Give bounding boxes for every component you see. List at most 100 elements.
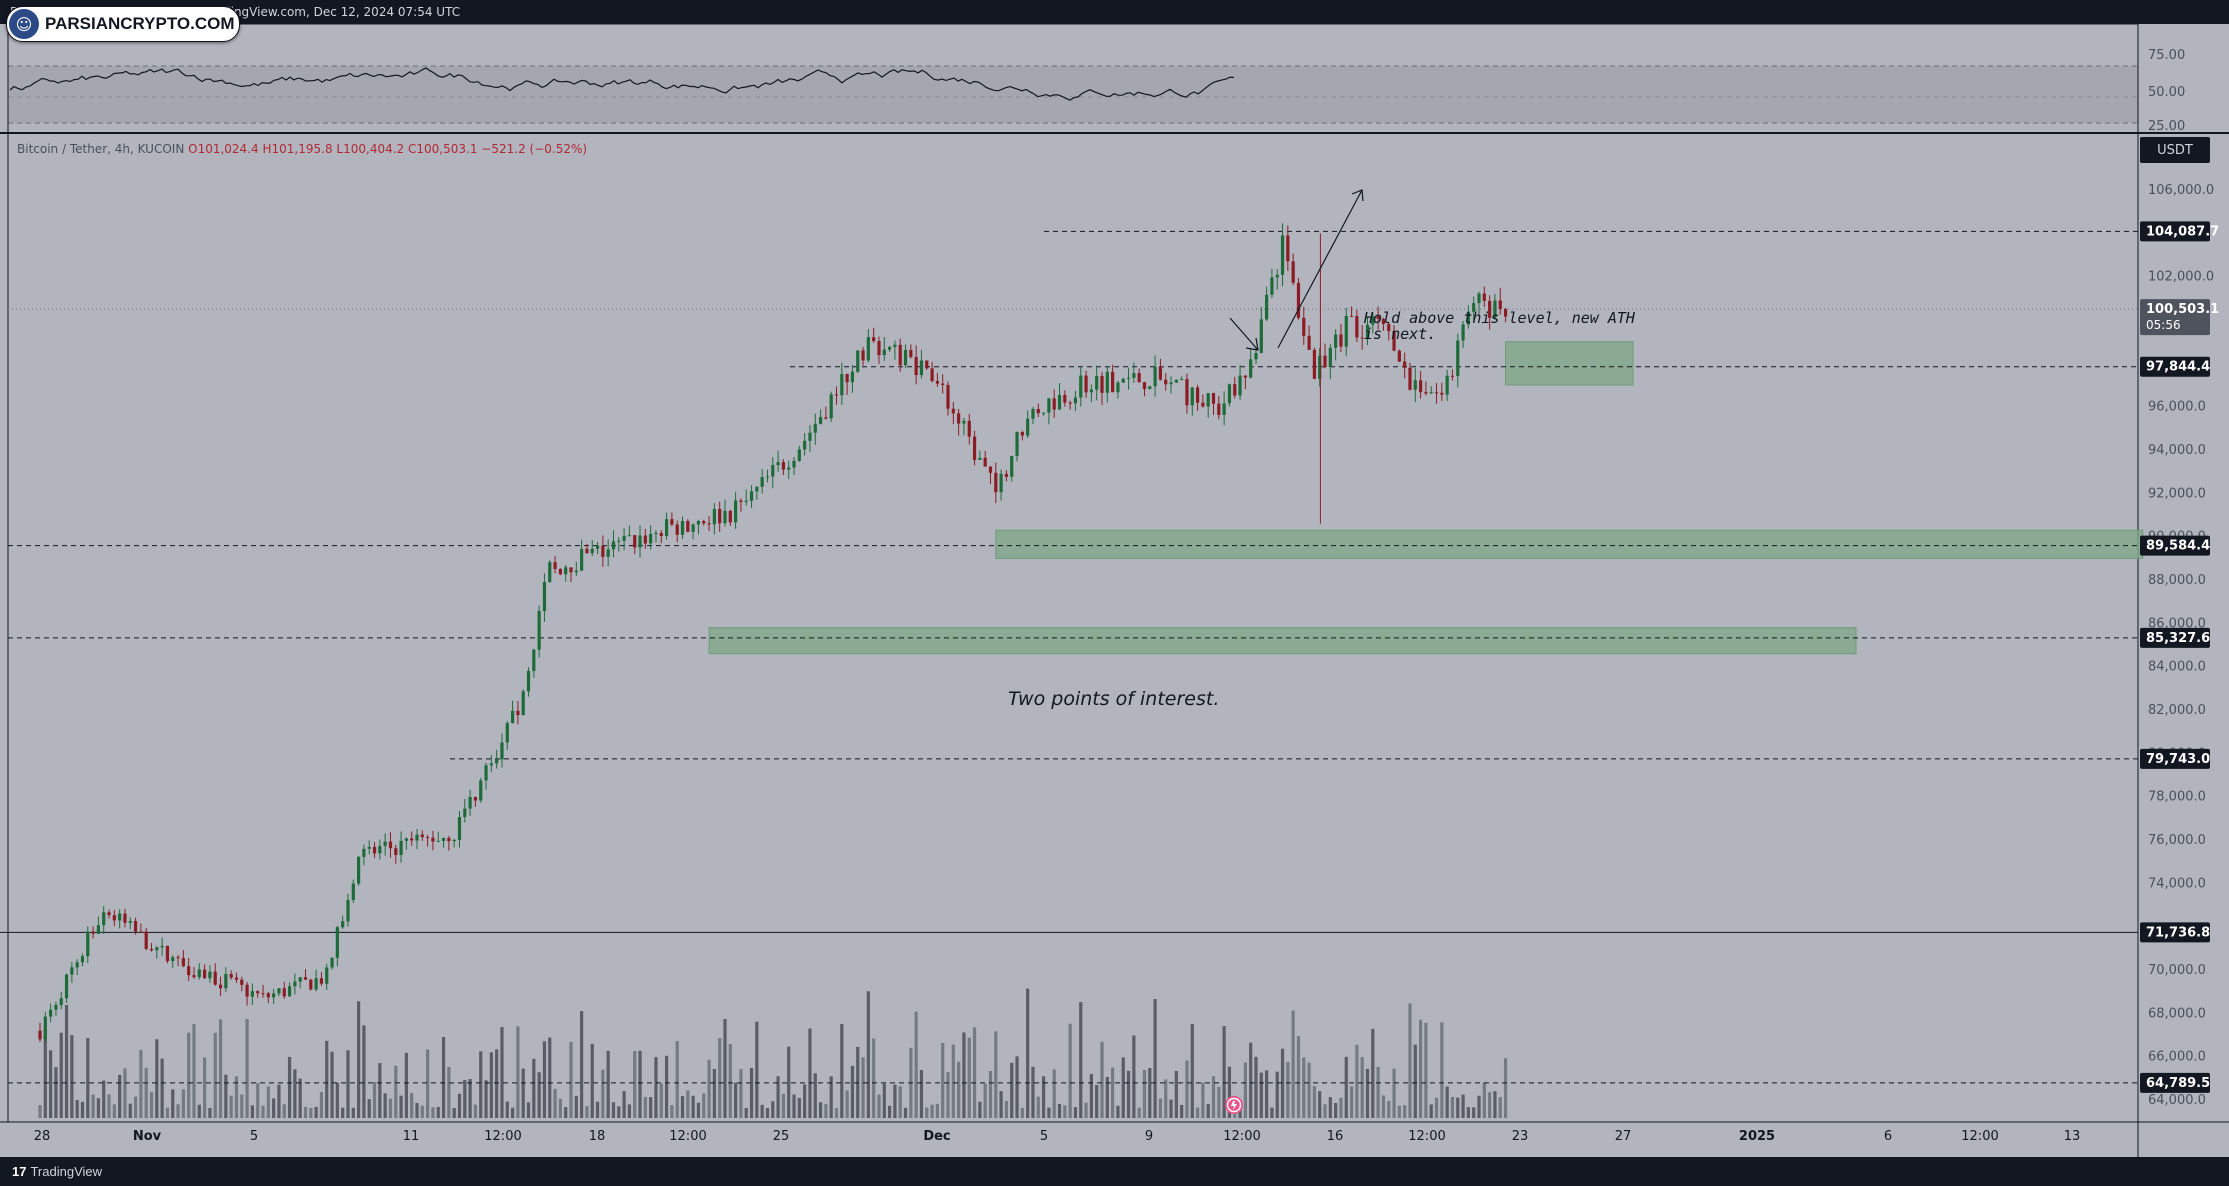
candle-body: [553, 562, 557, 569]
candle-body: [234, 977, 239, 980]
candle-body: [1249, 359, 1253, 378]
candle-body: [781, 462, 785, 470]
candle-body: [590, 548, 594, 554]
hold-annotation[interactable]: Hold above this level, new ATH is next.: [1364, 310, 1635, 342]
volume-bar: [420, 1105, 424, 1118]
volume-bar: [1121, 1057, 1125, 1118]
zone-1[interactable]: [708, 627, 1857, 655]
volume-bar: [436, 1106, 440, 1118]
candle-body: [909, 349, 913, 357]
candle-body: [436, 840, 440, 842]
candle-body: [1100, 375, 1104, 393]
candle-body: [1318, 355, 1322, 379]
candle-body: [325, 967, 329, 984]
candle-body: [457, 816, 462, 840]
candle-body: [1047, 398, 1051, 413]
candle-body: [144, 931, 148, 949]
candle-body: [1031, 408, 1035, 419]
price-marker[interactable]: [2140, 221, 2210, 242]
candle-body: [388, 841, 393, 849]
price-marker[interactable]: [2140, 748, 2210, 769]
price-marker-label: 85,327.6: [2146, 631, 2210, 646]
candle-body: [914, 356, 918, 376]
price-marker-label: 64,789.5: [2146, 1076, 2210, 1091]
volume-bar: [590, 1043, 594, 1118]
volume-bar: [1339, 1097, 1343, 1118]
volume-bar: [1424, 1022, 1428, 1118]
volume-bar: [1328, 1097, 1332, 1118]
candle-body: [303, 977, 308, 980]
volume-bar: [91, 1094, 95, 1118]
time-tick-label: 11: [403, 1129, 420, 1144]
volume-bar: [266, 1086, 270, 1118]
volume-bar: [866, 991, 870, 1118]
candle-body: [1355, 316, 1359, 338]
price-scale[interactable]: 106,000.0 102,000.0 96,000.0 94,000.0 92,000…: [2140, 183, 2219, 1108]
volume-bar: [1004, 1100, 1009, 1118]
candle-body: [107, 912, 111, 916]
volume-bar: [1493, 1091, 1497, 1118]
price-marker[interactable]: [2140, 535, 2210, 556]
candle-body: [399, 840, 403, 856]
low-value: L100,404.2: [336, 142, 405, 156]
interest-annotation[interactable]: Two points of interest.: [1008, 688, 1220, 710]
price-marker[interactable]: [2140, 1072, 2210, 1093]
volume-bar: [1142, 1069, 1147, 1118]
price-marker[interactable]: [2140, 922, 2210, 943]
volume-bar: [792, 1094, 796, 1118]
volume-bar: [813, 1073, 817, 1118]
site-logo: ☺ PARSIANCRYPTO.COM: [6, 6, 240, 42]
price-tick-label: 66,000.0: [2148, 1050, 2206, 1065]
rsi-band: [8, 66, 2138, 123]
price-tick-label: 68,000.0: [2148, 1006, 2206, 1021]
volume-bar: [447, 1066, 451, 1118]
volume-bar: [171, 1089, 175, 1118]
candle-body: [256, 991, 260, 994]
volume-bar: [457, 1093, 462, 1118]
zone-2[interactable]: [1505, 341, 1634, 386]
candle-body: [489, 763, 493, 766]
candle-body: [1482, 293, 1486, 301]
volume-bar: [1201, 1082, 1205, 1118]
candle-body: [1312, 349, 1316, 379]
volume-bar: [617, 1106, 621, 1118]
candle-body: [346, 899, 350, 922]
volume-bar: [197, 1104, 201, 1118]
price-marker[interactable]: [2140, 356, 2210, 377]
tradingview-logo[interactable]: 17 TradingView: [12, 1164, 102, 1179]
candle-body: [1466, 311, 1470, 325]
volume-bar: [86, 1038, 90, 1118]
candle-body: [728, 510, 732, 523]
volume-bar: [372, 1082, 377, 1118]
time-axis[interactable]: 28 Nov 5 11 12:00 18 12:00 25 Dec 5 9 12:00 16 12:00 2…: [34, 1129, 2081, 1144]
candle-body: [797, 449, 801, 461]
volume-bar: [149, 1091, 154, 1118]
candle-body: [935, 381, 939, 384]
volume-bar: [1010, 1062, 1014, 1118]
rsi-line: [9, 67, 1235, 101]
volume-bar: [1180, 1104, 1184, 1118]
price-marker[interactable]: [2140, 299, 2210, 336]
candle-body: [272, 993, 276, 998]
volume-bar: [282, 1104, 286, 1118]
volume-bar: [160, 1058, 164, 1118]
symbol-ohlc-bar[interactable]: Bitcoin / Tether, 4h, KUCOIN O101,024.4 …: [17, 142, 587, 156]
volume-bar: [718, 1038, 722, 1118]
volume-bar: [1105, 1076, 1109, 1118]
currency-selector[interactable]: USDT: [2140, 137, 2210, 163]
volume-bar: [1174, 1070, 1178, 1118]
flash-icon[interactable]: [1225, 1096, 1243, 1114]
volume-bar: [452, 1107, 456, 1118]
volume-bar: [463, 1079, 467, 1118]
volume-bar: [946, 1072, 950, 1118]
candle-body: [468, 797, 472, 809]
volume-bar: [1254, 1056, 1258, 1118]
volume-bar: [622, 1091, 626, 1118]
zone-0[interactable]: [995, 529, 2144, 559]
volume-bar: [972, 1027, 977, 1118]
candle-body: [627, 535, 632, 537]
price-marker[interactable]: [2140, 627, 2210, 648]
volume-bar: [978, 1101, 982, 1118]
candle-body: [882, 349, 886, 356]
